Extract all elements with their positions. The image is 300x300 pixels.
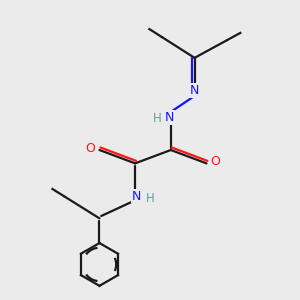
Text: O: O — [85, 142, 95, 155]
Text: N: N — [165, 111, 174, 124]
Text: H: H — [153, 112, 162, 125]
Text: N: N — [132, 190, 141, 202]
Text: N: N — [190, 84, 199, 97]
Text: H: H — [146, 192, 154, 205]
Text: O: O — [211, 155, 220, 168]
